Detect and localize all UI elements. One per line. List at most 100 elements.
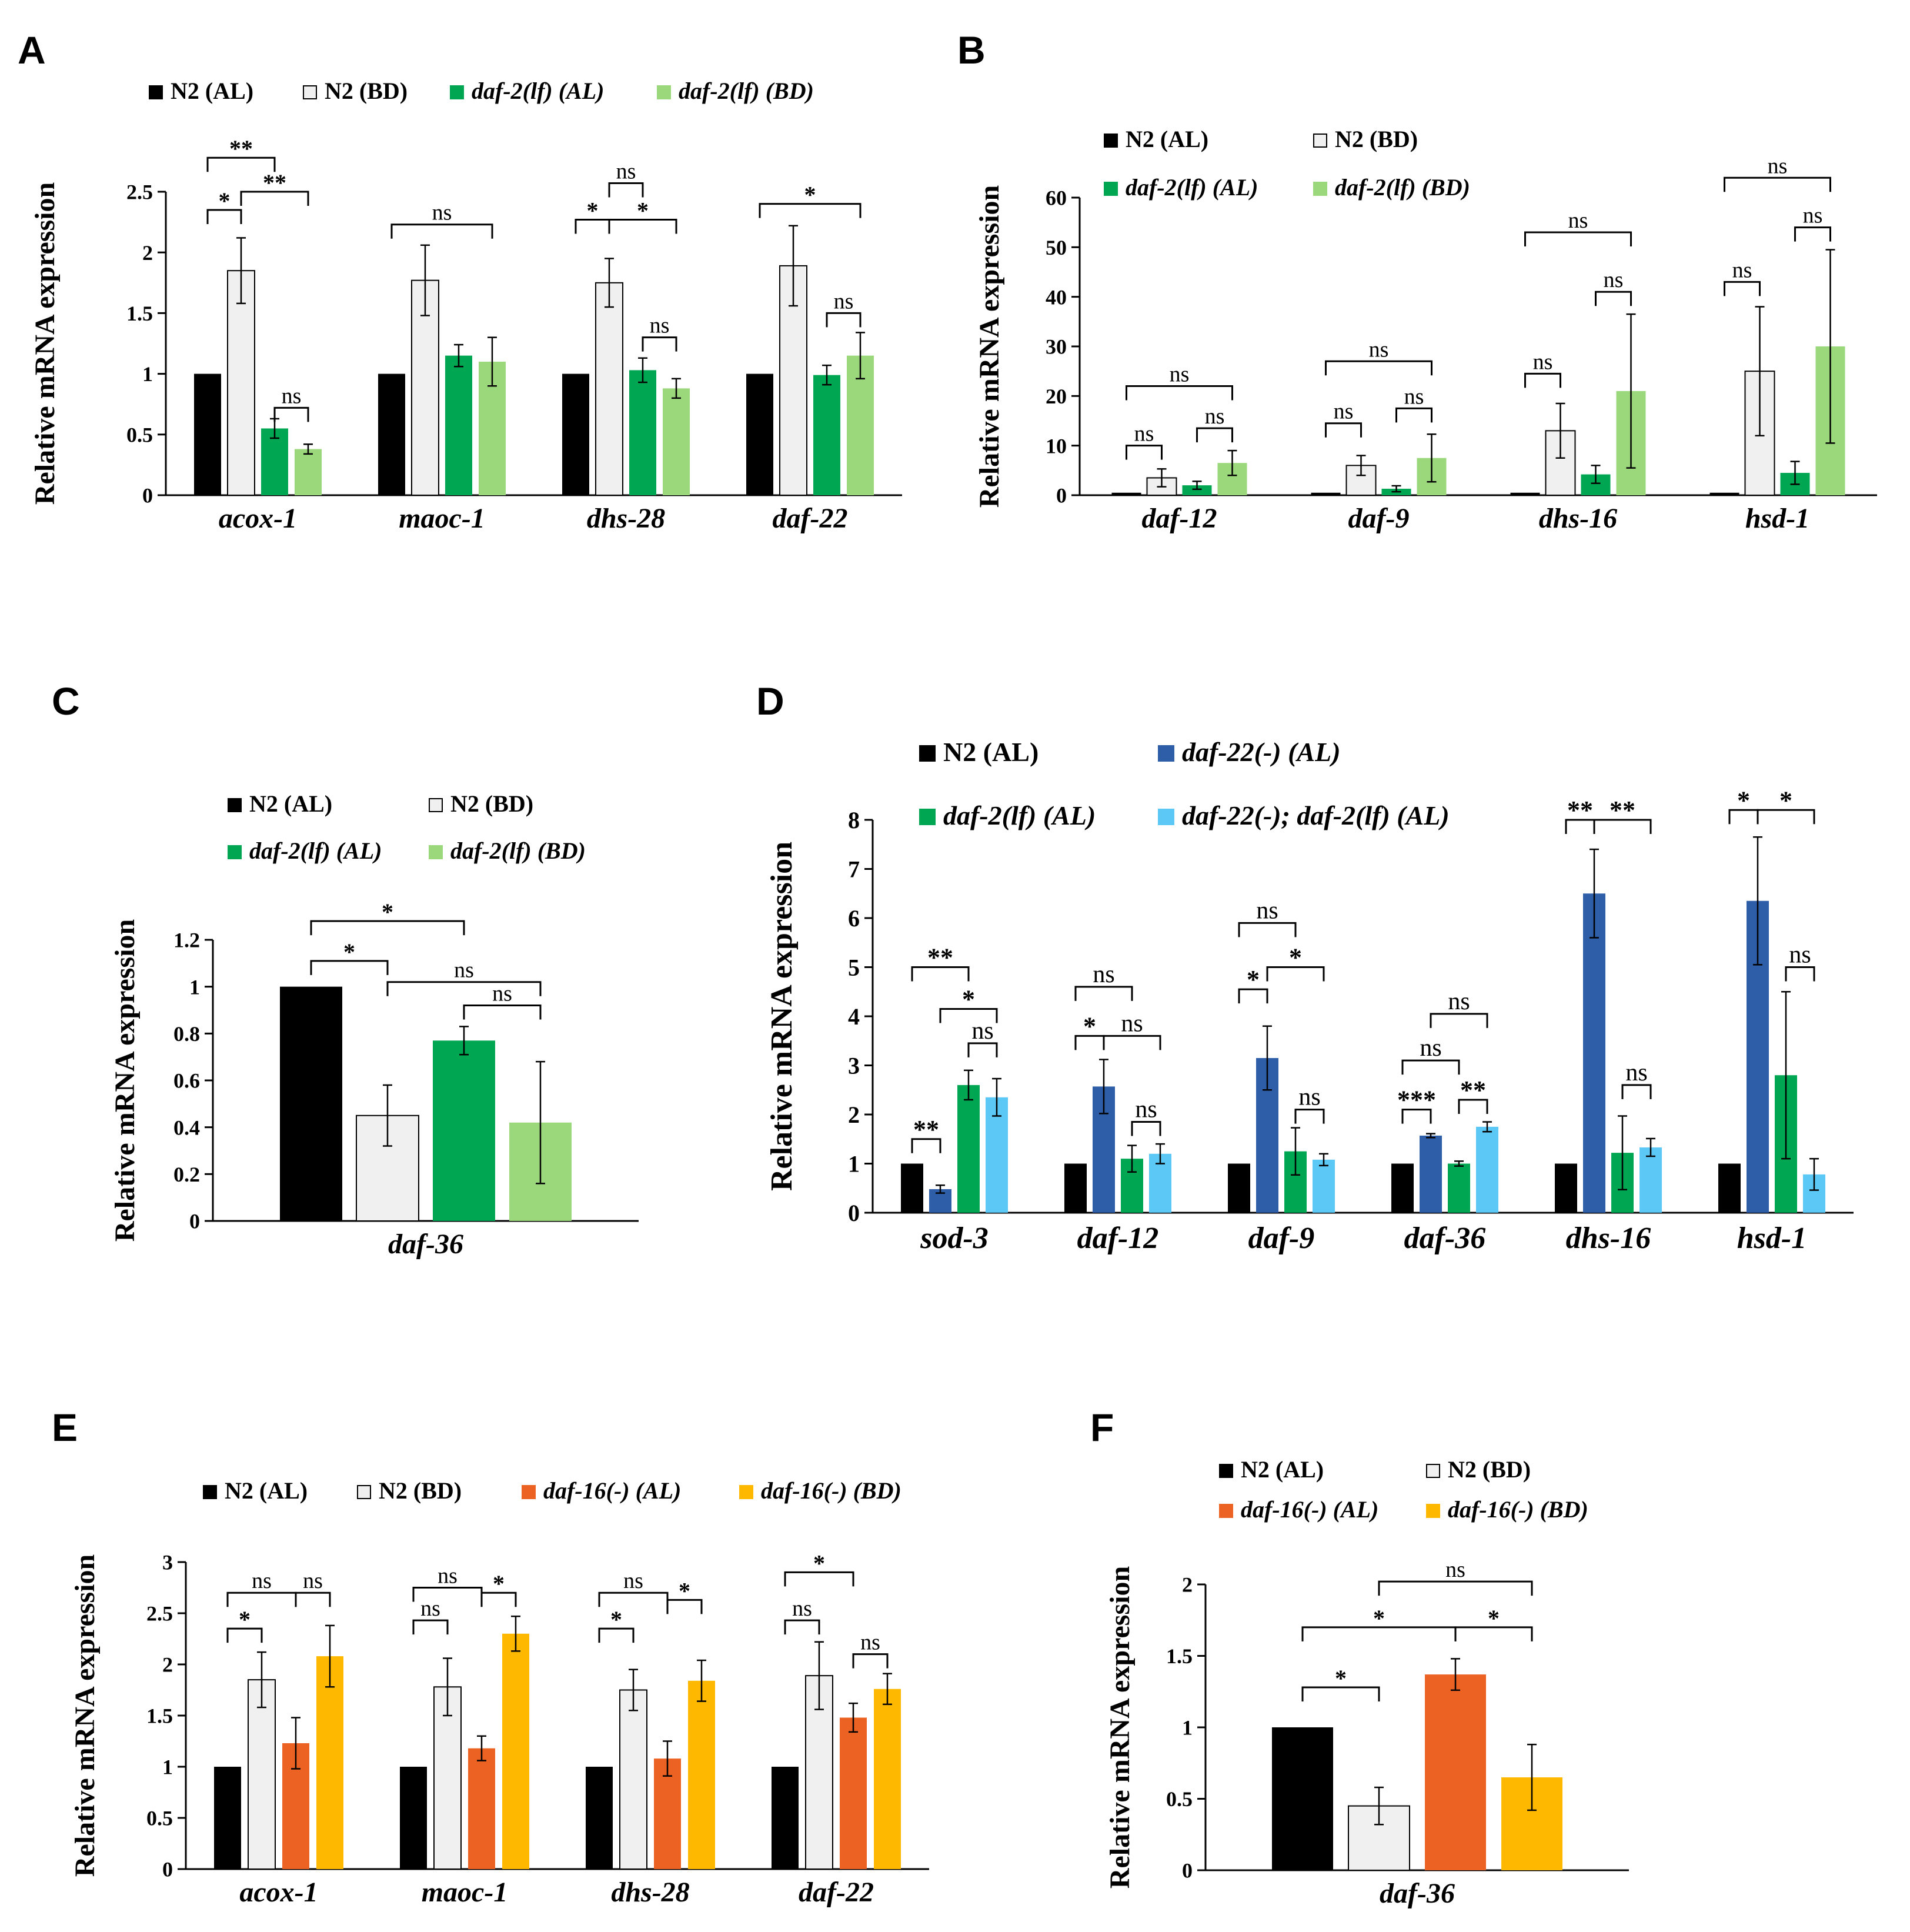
b-sig-bracket [1395, 407, 1432, 423]
b-legend-label-daf-2-lf-al: daf-2(lf) (AL) [1126, 174, 1258, 201]
b-legend-swatch-daf-2-lf-bd [1313, 182, 1327, 196]
f-legend-swatch-n2-bd [1426, 1464, 1440, 1478]
f-ytick-label: 0 [1182, 1859, 1193, 1883]
c-legend-label-n2-al: N2 (AL) [249, 790, 332, 817]
b-ytick-label: 50 [1046, 236, 1067, 259]
d-bar-daf-9-n2-al [1228, 1163, 1250, 1213]
b-ytick-label: 40 [1046, 285, 1067, 309]
d-category-label: daf-36 [1404, 1222, 1486, 1255]
d-legend-label-daf-22-daf-2-lf-al: daf-22(-); daf-2(lf) (AL) [1182, 800, 1450, 830]
c-legend-label-daf-2-lf-al: daf-2(lf) (AL) [249, 837, 382, 864]
d-sig-label: * [1779, 786, 1792, 815]
b-legend-label-n2-al: N2 (AL) [1126, 126, 1208, 152]
f-sig-label: ns [1445, 1557, 1465, 1582]
a-sig-label: * [219, 188, 231, 214]
a-sig-label: ** [263, 169, 286, 196]
e-sig-bracket [226, 1627, 263, 1643]
d-sig-bracket [967, 1042, 998, 1057]
c-ytick-label: 0 [189, 1210, 200, 1233]
panel-letter-b: B [957, 28, 986, 72]
f-sig-bracket [1454, 1626, 1533, 1641]
d-ytick-label: 8 [848, 807, 860, 833]
d-category-label: daf-9 [1248, 1222, 1315, 1255]
e-sig-label: ns [860, 1630, 880, 1655]
a-sig-bracket [608, 182, 644, 198]
a-legend-swatch-daf-2-lf-al [450, 85, 464, 99]
e-ytick-label: 2 [162, 1653, 173, 1677]
c-sig-label: * [382, 899, 393, 925]
b-sig-bracket [1524, 372, 1561, 388]
b-sig-label: ns [1604, 268, 1624, 292]
e-sig-bracket [295, 1591, 331, 1607]
a-sig-bracket [759, 203, 861, 218]
f-sig-label: * [1373, 1605, 1385, 1631]
c-ytick-label: 0.8 [173, 1022, 200, 1046]
a-bar-acox-1-n2-bd [227, 270, 255, 496]
a-bar-dhs-28-n2-al [562, 373, 589, 495]
b-sig-bracket [1724, 176, 1831, 192]
e-legend-swatch-n2-al [203, 1485, 217, 1499]
a-sig-bracket [273, 406, 309, 422]
d-sig-bracket [1238, 922, 1297, 937]
e-sig-label: ns [623, 1569, 643, 1593]
d-sig-label: ns [1789, 942, 1811, 969]
e-bar-maoc-1-n2-al [400, 1767, 427, 1869]
e-bar-acox-1-n2-al [214, 1767, 241, 1869]
c-sig-bracket [463, 1005, 542, 1020]
e-ytick-label: 3 [162, 1551, 173, 1574]
c-legend-swatch-n2-al [228, 798, 242, 812]
panel-f: 0 0.5 1 1.5 2 Relative mRNA expression daf-36 n… [1104, 1456, 1629, 1909]
e-legend-swatch-n2-bd [357, 1485, 371, 1499]
panel-b: 0 10 20 30 40 50 60 Relative mRNA expression daf… [974, 126, 1877, 534]
a-legend-swatch-n2-al [149, 85, 163, 99]
a-sig-bracket [240, 191, 309, 206]
c-ytick-label: 1.2 [173, 929, 200, 952]
e-bar-daf-22-daf-16-bd [874, 1689, 901, 1869]
d-bar-daf-36-daf-22-daf-2-lf-al [1476, 1126, 1498, 1213]
f-legend-label-daf-16-bd: daf-16(-) (BD) [1448, 1496, 1588, 1523]
d-bar-daf-36-daf-22-al [1420, 1135, 1442, 1213]
d-sig-label: ** [1460, 1076, 1486, 1105]
d-bar-sod-3-daf-2-lf-al [957, 1085, 980, 1213]
d-sig-label: ** [1610, 796, 1635, 825]
c-ytick-label: 0.2 [173, 1163, 200, 1186]
e-category-label: daf-22 [799, 1877, 874, 1908]
a-bar-acox-1-daf-2-lf-bd [295, 449, 322, 495]
e-legend-label-daf-16-bd: daf-16(-) (BD) [761, 1477, 901, 1504]
e-bar-acox-1-daf-16-bd [316, 1656, 343, 1869]
c-ytick-label: 0.4 [173, 1116, 200, 1139]
d-ytick-label: 3 [848, 1053, 860, 1079]
b-category-label: dhs-16 [1539, 503, 1617, 534]
d-ytick-label: 5 [848, 955, 860, 981]
d-sig-label: ** [1567, 796, 1593, 825]
b-y-axis-title: Relative mRNA expression [974, 185, 1005, 508]
a-sig-bracket [390, 223, 493, 239]
e-ytick-label: 1.5 [146, 1704, 173, 1728]
d-sig-label: *** [1397, 1086, 1436, 1115]
b-sig-label: ns [1768, 154, 1788, 178]
b-sig-bracket [1325, 422, 1362, 438]
b-ytick-label: 20 [1046, 385, 1067, 408]
d-sig-bracket [1430, 1013, 1488, 1028]
d-sig-bracket [1621, 1084, 1652, 1099]
a-legend-swatch-daf-2-lf-bd [657, 85, 671, 99]
e-bar-dhs-28-daf-16-al [654, 1759, 681, 1869]
d-bar-dhs-16-daf-22-al [1583, 893, 1605, 1213]
e-sig-bracket [784, 1571, 854, 1587]
d-ytick-label: 4 [848, 1003, 860, 1030]
e-ytick-label: 1 [162, 1756, 173, 1779]
e-sig-label: ns [420, 1596, 440, 1621]
d-sig-label: ns [1135, 1096, 1157, 1123]
e-sig-bracket [480, 1591, 517, 1607]
b-sig-label: ns [1404, 384, 1424, 409]
b-sig-label: ns [1334, 399, 1354, 424]
e-y-axis-title: Relative mRNA expression [69, 1554, 101, 1877]
a-bar-dhs-28-daf-2-lf-al [629, 370, 656, 495]
a-legend-swatch-n2-bd [303, 85, 317, 99]
a-sig-bracket [206, 156, 276, 172]
a-legend-label-daf-2-lf-al: daf-2(lf) (AL) [472, 78, 604, 104]
d-legend-label-daf-22-al: daf-22(-) (AL) [1182, 737, 1341, 767]
e-bar-dhs-28-n2-al [586, 1767, 613, 1869]
panel-letter-f: F [1090, 1406, 1114, 1449]
d-legend-swatch-daf-2-lf-al [919, 809, 936, 825]
